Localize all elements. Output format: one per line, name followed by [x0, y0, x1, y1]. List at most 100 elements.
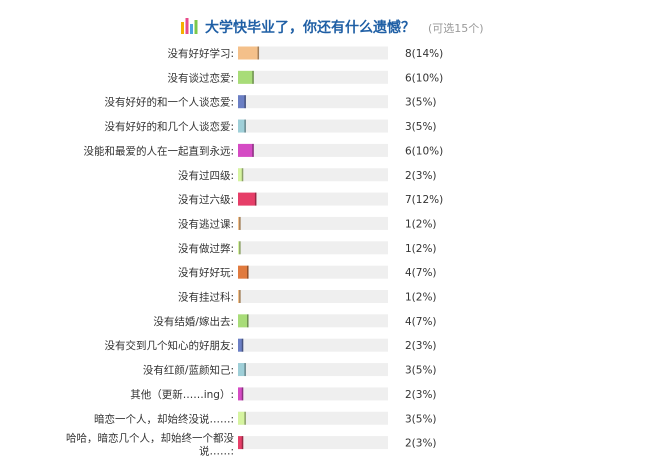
- chart-row: 没有过四级: 2(3%): [178, 168, 437, 182]
- bar-edge: [244, 119, 246, 133]
- chart-row: 没有谈过恋爱: 6(10%): [167, 70, 443, 84]
- bar: [238, 119, 246, 133]
- bar: [238, 387, 244, 401]
- category-label: 没能和最爱的人在一起直到永远:: [83, 144, 234, 157]
- chart-row: 没有逃过课: 1(2%): [178, 216, 437, 230]
- bar-value-label: 3(5%): [405, 413, 437, 425]
- bar-track: [238, 290, 388, 303]
- category-label: 没有谈过恋爱:: [167, 71, 234, 84]
- bar-edge: [241, 387, 244, 401]
- category-label: 没有红颜/蓝颜知己:: [143, 364, 234, 377]
- bar: [238, 95, 246, 109]
- bar: [238, 338, 244, 352]
- bar-value-label: 2(3%): [405, 389, 437, 401]
- poll-header: 大学快毕业了，你还有什么遗憾？ (可选15个): [0, 8, 650, 36]
- bar-edge: [252, 143, 254, 157]
- category-label: 没有做过弊:: [178, 242, 234, 255]
- category-label: 没有好好玩:: [178, 266, 234, 279]
- bar-edge: [241, 436, 244, 450]
- bar: [238, 436, 244, 450]
- chart-row: 没有过六级: 7(12%): [178, 192, 443, 206]
- bar-track: [238, 168, 388, 182]
- category-label: 没有过四级:: [178, 169, 234, 182]
- category-label: 没有交到几个知心的好朋友:: [104, 339, 234, 352]
- bar-track: [238, 436, 388, 450]
- bar-track: [238, 387, 388, 401]
- bar-edge: [254, 192, 257, 206]
- bar-value-label: 2(3%): [405, 170, 437, 182]
- bar: [238, 363, 246, 377]
- bar-value-label: 4(7%): [405, 267, 437, 279]
- bar: [238, 46, 260, 60]
- chart-row: 没有好好的和几个人谈恋爱: 3(5%): [104, 119, 437, 133]
- bar-value-label: 6(10%): [405, 72, 443, 84]
- bar-track: [238, 241, 388, 255]
- bar-value-label: 3(5%): [405, 121, 437, 133]
- bar: [238, 143, 254, 157]
- bar-value-label: 2(3%): [405, 438, 437, 450]
- chart-row: 没有好好学习: 8(14%): [167, 46, 443, 60]
- category-label: 没有挂过科:: [178, 291, 234, 304]
- bar-track: [238, 143, 388, 157]
- category-label: 没有好好的和几个人谈恋爱:: [104, 120, 234, 133]
- chart-row: 其他（更新……ing）: 2(3%): [130, 387, 437, 401]
- bar-track: [238, 46, 388, 60]
- bar-track: [238, 411, 388, 425]
- category-label: 没有结婚/嫁出去:: [153, 315, 234, 328]
- bar-edge: [241, 338, 244, 352]
- chart-row: 没有挂过科: 1(2%): [178, 290, 437, 304]
- bar-track: [238, 363, 388, 377]
- bar: [238, 314, 249, 328]
- chart-row: 没有好好的和一个人谈恋爱: 3(5%): [104, 95, 437, 109]
- bar-chart-icon: [181, 18, 198, 34]
- bar: [238, 241, 241, 255]
- bar-track: [238, 192, 388, 206]
- bar-edge: [247, 265, 249, 279]
- chart-row: 没有红颜/蓝颜知己: 3(5%): [143, 363, 437, 377]
- bar-edge: [244, 411, 246, 425]
- chart-row: 没有做过弊: 1(2%): [178, 241, 437, 255]
- bar-value-label: 3(5%): [405, 97, 437, 109]
- poll-title: 大学快毕业了，你还有什么遗憾？: [205, 20, 415, 36]
- category-label: 没有好好学习:: [167, 47, 234, 60]
- bar-value-label: 1(2%): [405, 218, 437, 230]
- bar-value-label: 2(3%): [405, 340, 437, 352]
- bar: [238, 70, 254, 84]
- poll-hint: (可选15个): [428, 22, 484, 35]
- bar-value-label: 3(5%): [405, 365, 437, 377]
- bar-value-label: 7(12%): [405, 194, 443, 206]
- bar-edge: [247, 314, 249, 328]
- bar: [238, 192, 257, 206]
- chart-row: 没有交到几个知心的好朋友: 2(3%): [104, 338, 437, 352]
- bar: [238, 411, 246, 425]
- bar-edge: [252, 70, 254, 84]
- category-label: 暗恋一个人，却始终没说……:: [94, 412, 234, 425]
- bar-value-label: 8(14%): [405, 48, 443, 60]
- bar: [238, 265, 249, 279]
- category-label: 没有好好的和一个人谈恋爱:: [104, 96, 234, 109]
- bar-edge: [244, 363, 246, 377]
- bar-edge: [239, 241, 241, 255]
- bar-value-label: 1(2%): [405, 243, 437, 255]
- bar: [238, 216, 241, 230]
- bar-edge: [239, 216, 241, 230]
- chart-row: 暗恋一个人，却始终没说……: 3(5%): [94, 411, 437, 425]
- chart-row: 没有好好玩: 4(7%): [178, 265, 437, 279]
- bar-track: [238, 119, 388, 133]
- bar: [238, 168, 244, 182]
- category-label: 其他（更新……ing）:: [130, 388, 234, 401]
- bar-edge: [241, 168, 244, 182]
- bar-track: [238, 70, 388, 84]
- bar-value-label: 4(7%): [405, 316, 437, 328]
- bar-track: [238, 314, 388, 328]
- bar-edge: [257, 46, 260, 60]
- bar-edge: [244, 95, 246, 109]
- chart-row: 哈哈，暗恋几个人，却始终一个都没说……: 2(3%): [66, 432, 437, 458]
- category-label: 哈哈，暗恋几个人，却始终一个都没说……:: [66, 432, 234, 458]
- chart-row: 没有结婚/嫁出去: 4(7%): [153, 314, 437, 328]
- bar: [238, 290, 241, 303]
- category-label: 没有过六级:: [178, 193, 234, 206]
- bar-track: [238, 338, 388, 352]
- bar-edge: [239, 290, 241, 303]
